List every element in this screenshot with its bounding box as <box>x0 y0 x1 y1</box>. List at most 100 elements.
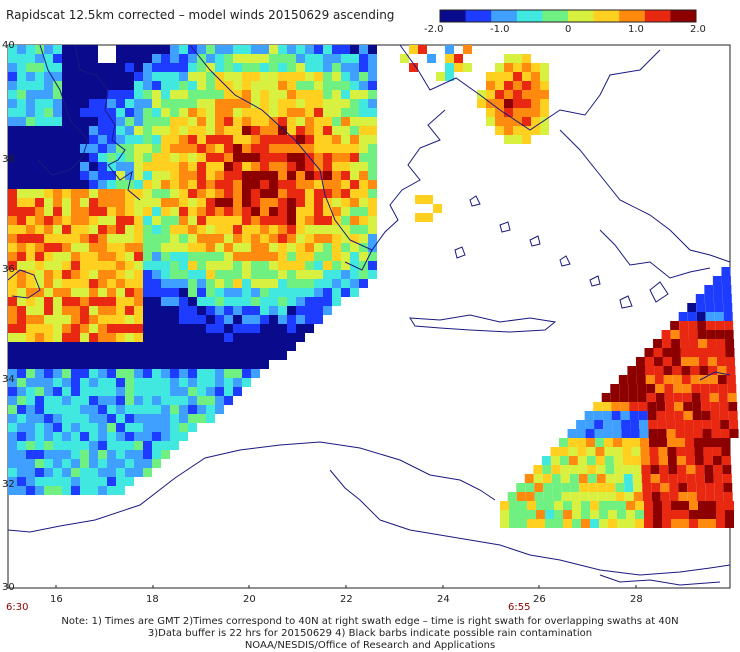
wind-cell <box>206 369 215 378</box>
wind-cell <box>71 396 80 405</box>
wind-cell <box>8 261 17 270</box>
wind-cell <box>179 99 188 108</box>
wind-cell <box>53 333 62 342</box>
wind-cell <box>593 411 603 420</box>
wind-cell <box>640 456 650 465</box>
wind-cell <box>107 414 116 423</box>
wind-cell <box>579 492 589 501</box>
wind-cell <box>260 99 269 108</box>
wind-cell <box>35 279 44 288</box>
wind-cell <box>242 171 251 180</box>
wind-cell <box>188 396 197 405</box>
wind-cell <box>635 501 644 510</box>
wind-cell <box>713 474 723 483</box>
wind-cell <box>188 414 197 423</box>
wind-cell <box>53 261 62 270</box>
wind-cell <box>35 369 44 378</box>
wind-cell <box>152 198 161 207</box>
wind-cell <box>188 153 197 162</box>
wind-cell <box>206 243 215 252</box>
wind-cell <box>170 441 179 450</box>
wind-cell <box>636 366 646 375</box>
wind-cell <box>35 315 44 324</box>
wind-cell <box>287 108 296 117</box>
wind-cell <box>554 510 563 519</box>
wind-cell <box>522 81 531 90</box>
wind-cell <box>716 339 726 348</box>
wind-cell <box>62 252 71 261</box>
wind-cell <box>80 342 89 351</box>
wind-cell <box>17 459 26 468</box>
wind-cell <box>552 492 562 501</box>
wind-cell <box>542 474 552 483</box>
wind-cell <box>314 45 323 54</box>
wind-cell <box>89 315 98 324</box>
wind-cell <box>260 54 269 63</box>
wind-cell <box>424 195 433 204</box>
wind-cell <box>134 333 143 342</box>
wind-cell <box>287 153 296 162</box>
wind-cell <box>188 216 197 225</box>
wind-cell <box>152 153 161 162</box>
wind-cell <box>134 90 143 99</box>
wind-cell <box>675 429 685 438</box>
wind-cell <box>359 180 368 189</box>
wind-cell <box>125 396 134 405</box>
wind-cell <box>368 81 377 90</box>
wind-cell <box>224 252 233 261</box>
wind-cell <box>134 297 143 306</box>
wind-cell <box>143 252 152 261</box>
wind-cell <box>152 189 161 198</box>
wind-cell <box>71 414 80 423</box>
wind-cell <box>224 99 233 108</box>
wind-cell <box>134 198 143 207</box>
wind-cell <box>98 63 107 72</box>
wind-cell <box>278 279 287 288</box>
wind-cell <box>623 465 633 474</box>
wind-cell <box>689 501 698 510</box>
wind-cell <box>251 252 260 261</box>
wind-cell <box>35 351 44 360</box>
wind-cell <box>540 72 549 81</box>
wind-cell <box>89 225 98 234</box>
wind-cell <box>509 501 518 510</box>
wind-cell <box>35 378 44 387</box>
wind-cell <box>323 108 332 117</box>
wind-cell <box>161 171 170 180</box>
wind-cell <box>359 99 368 108</box>
wind-cell <box>631 456 641 465</box>
wind-cell <box>44 387 53 396</box>
lat-label: 40 <box>2 40 15 51</box>
wind-cell <box>651 483 661 492</box>
wind-cell <box>71 225 80 234</box>
wind-cell <box>8 243 17 252</box>
wind-cell <box>611 402 621 411</box>
wind-cell <box>686 474 696 483</box>
wind-cell <box>17 162 26 171</box>
wind-cell <box>53 117 62 126</box>
wind-cell <box>116 477 125 486</box>
wind-cell <box>44 306 53 315</box>
wind-cell <box>152 342 161 351</box>
wind-cell <box>359 198 368 207</box>
wind-cell <box>296 144 305 153</box>
wind-cell <box>368 207 377 216</box>
wind-cell <box>62 63 71 72</box>
wind-cell <box>8 234 17 243</box>
wind-cell <box>188 45 197 54</box>
wind-cell <box>251 180 260 189</box>
wind-cell <box>89 162 98 171</box>
wind-cell <box>251 270 260 279</box>
wind-cell <box>296 171 305 180</box>
wind-cell <box>143 207 152 216</box>
wind-cell <box>215 189 224 198</box>
wind-cell <box>725 339 735 348</box>
wind-cell <box>197 162 206 171</box>
wind-cell <box>152 216 161 225</box>
wind-cell <box>134 360 143 369</box>
wind-cell <box>53 54 62 63</box>
wind-cell <box>152 234 161 243</box>
wind-cell <box>71 333 80 342</box>
wind-cell <box>89 63 98 72</box>
wind-cell <box>8 432 17 441</box>
